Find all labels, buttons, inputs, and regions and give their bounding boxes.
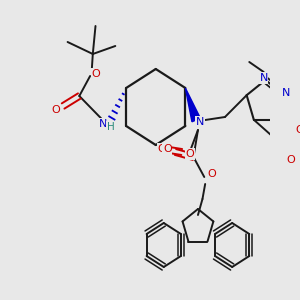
Text: O: O	[91, 69, 100, 79]
Text: O: O	[52, 105, 60, 115]
Text: N: N	[260, 73, 268, 83]
Polygon shape	[185, 88, 200, 122]
Text: O: O	[185, 149, 194, 159]
Text: N: N	[282, 88, 290, 98]
Text: O: O	[207, 169, 216, 179]
Text: N: N	[196, 117, 204, 127]
Text: O: O	[296, 125, 300, 135]
Text: O: O	[163, 144, 172, 154]
Text: H: H	[107, 122, 115, 132]
Text: O: O	[158, 144, 166, 154]
Text: N: N	[98, 119, 107, 129]
Text: O: O	[286, 155, 295, 165]
